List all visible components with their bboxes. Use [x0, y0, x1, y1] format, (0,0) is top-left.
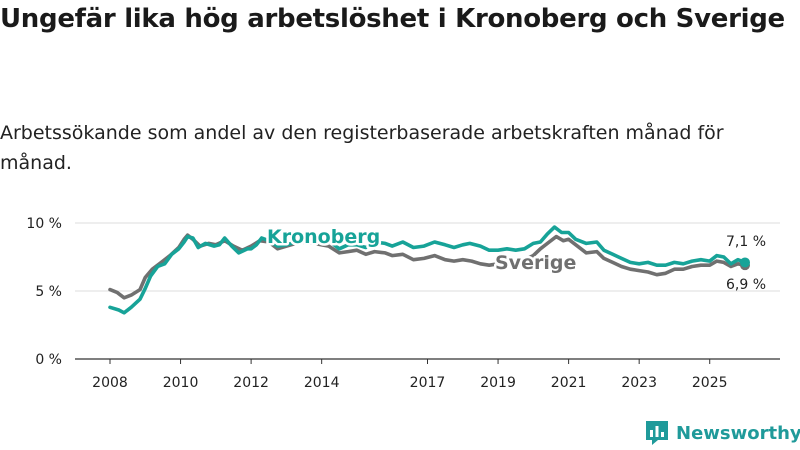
end-label-sverige: 6,9 % — [726, 277, 766, 293]
y-axis: 0 % 5 % 10 % — [26, 216, 62, 368]
x-tick-label: 2010 — [163, 375, 199, 391]
series-line-kronoberg — [108, 225, 747, 315]
x-tick-label: 2014 — [304, 375, 340, 391]
x-tick-label: 2023 — [621, 375, 657, 391]
newsworthy-logo[interactable]: Newsworthy — [645, 420, 800, 446]
x-tick-label: 2021 — [551, 375, 587, 391]
x-tick-label: 2017 — [410, 375, 446, 391]
y-tick-label: 10 % — [26, 216, 62, 232]
x-tick-label: 2008 — [92, 375, 128, 391]
series-label-kronoberg: Kronoberg — [267, 226, 380, 248]
x-axis: 2008 2010 2012 2014 2017 2019 2021 2023 2025 — [92, 359, 728, 391]
brand-name: Newsworthy — [676, 422, 800, 444]
y-tick-label: 5 % — [35, 284, 62, 300]
end-label-kronoberg: 7,1 % — [726, 234, 766, 250]
chart-subtitle: Arbetssökande som andel av den registerb… — [0, 122, 724, 174]
newsworthy-icon — [646, 421, 668, 445]
series-labels: Kronoberg Sverige 7,1 % 6,9 % — [265, 224, 767, 294]
x-tick-label: 2012 — [233, 375, 269, 391]
series-label-sverige: Sverige — [495, 252, 576, 274]
series-lines — [108, 225, 750, 315]
series-endpoint-kronoberg — [740, 257, 750, 268]
x-tick-label: 2019 — [480, 375, 516, 391]
x-tick-label: 2025 — [692, 375, 728, 391]
y-tick-label: 0 % — [35, 352, 62, 368]
chart-title: Ungefär lika hög arbetslöshet i Kronober… — [0, 4, 785, 34]
